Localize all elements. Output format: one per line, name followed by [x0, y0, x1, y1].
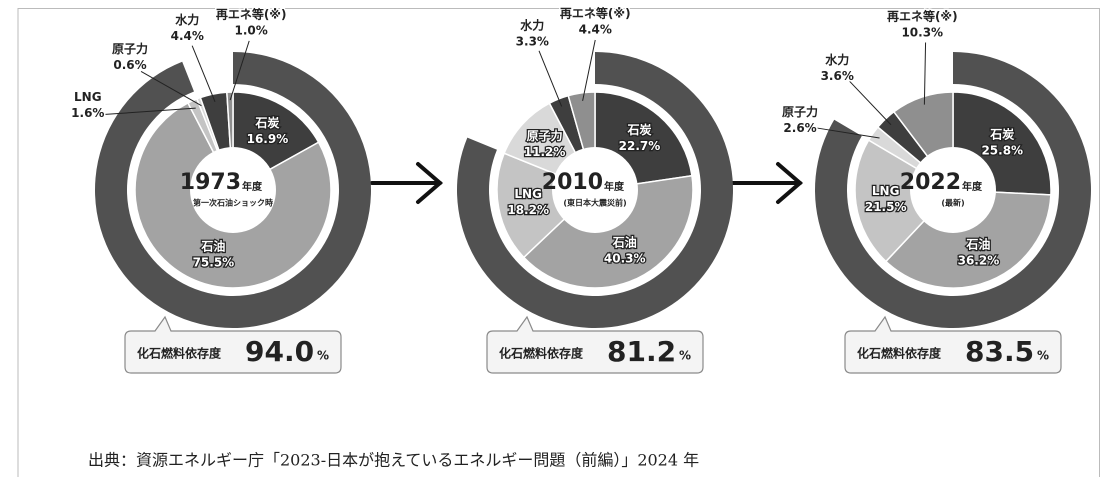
slice-label: 石炭: [989, 127, 1014, 142]
slice-value-label: 2.6%: [783, 121, 816, 135]
leader-line: [582, 39, 596, 101]
leader-line: [849, 80, 892, 126]
year-label: 1973: [180, 170, 241, 195]
slice-value-label: 3.3%: [516, 35, 549, 49]
year-note: (最新): [941, 198, 964, 208]
slice-value-label: 18.2%: [507, 203, 549, 217]
slice-value-label: 36.2%: [958, 254, 1000, 268]
donut-chart: 石炭 25.8% 石油 36.2% LNG 21.5% 原子力 2.6% 水力 3.6% 再エネ等(…: [781, 7, 1091, 374]
leader-line: [191, 45, 216, 103]
slice-value-label: 0.6%: [113, 58, 146, 72]
dependency-unit: %: [679, 349, 691, 363]
dependency-unit: %: [1037, 349, 1049, 363]
leader-line: [816, 127, 880, 139]
slice-label: LNG: [872, 184, 900, 198]
dependency-value: 94.0: [245, 335, 314, 368]
slice-label: 石油: [965, 237, 990, 252]
year-suffix: 年度: [242, 180, 263, 193]
leader-line: [923, 42, 927, 105]
center-hole: [552, 147, 638, 233]
slice-label: 原子力: [782, 104, 818, 119]
donut-chart: 石炭 16.9% 石油 75.5% LNG 1.6% 原子力 0.6% 水力 4.4% 再エネ等(※…: [70, 5, 371, 374]
center-hole: [190, 147, 276, 233]
slice-label: LNG: [74, 90, 102, 104]
dependency-label: 化石燃料依存度: [857, 346, 942, 361]
dependency-value: 83.5: [965, 335, 1034, 368]
slice-value-label: 22.7%: [619, 139, 661, 153]
leader-line: [538, 50, 563, 107]
slice-label: 水力: [175, 12, 199, 27]
year-suffix: 年度: [962, 180, 983, 193]
slice-value-label: 25.8%: [981, 144, 1023, 158]
dependency-value: 81.2: [607, 335, 676, 368]
pie-slice: [854, 139, 955, 263]
dependency-label: 化石燃料依存度: [499, 346, 584, 361]
slice-value-label: 3.6%: [821, 69, 854, 83]
slice-label: 石油: [612, 235, 637, 250]
pie-slice: [522, 174, 694, 289]
leader-line: [103, 107, 196, 116]
slice-label: 再エネ等(※): [216, 6, 287, 21]
slice-label: LNG: [514, 187, 542, 201]
slice-label: 原子力: [112, 41, 148, 56]
dependency-label: 化石燃料依存度: [137, 346, 222, 361]
slice-value-label: 11.2%: [524, 145, 566, 159]
year-note: 第一次石油ショック時: [193, 198, 273, 208]
frame: [17, 8, 1100, 477]
pie-slice: [496, 152, 597, 259]
slice-label: 石炭: [626, 122, 651, 137]
slice-value-label: 1.6%: [71, 106, 104, 120]
slice-label: 再エネ等(※): [560, 6, 631, 21]
arrow: [370, 162, 444, 204]
pie-slice: [884, 189, 1052, 289]
donut-chart: 石炭 22.7% 石油 40.3% LNG 18.2% 原子力 11.2% 水力 3.3% 再エネ等…: [456, 4, 733, 374]
slice-value-label: 4.4%: [171, 29, 204, 43]
slice-value-label: 16.9%: [247, 132, 289, 146]
slice-value-label: 1.0%: [235, 23, 268, 37]
center-hole: [910, 147, 996, 233]
slice-label: 石油: [200, 239, 225, 254]
arrow: [730, 162, 804, 204]
slice-label: 石炭: [254, 115, 279, 130]
leader-line: [229, 40, 250, 101]
callout-box: [124, 315, 342, 374]
slice-label: 水力: [520, 18, 544, 33]
callout-box: [844, 315, 1062, 374]
slice-value-label: 75.5%: [193, 256, 235, 270]
source-note: 出典：資源エネルギー庁「2023-日本が抱えているエネルギー問題（前編）」202…: [88, 451, 699, 470]
slice-label: 原子力: [527, 128, 563, 143]
leader-line: [140, 71, 202, 107]
dependency-unit: %: [317, 349, 329, 363]
slice-label: 再エネ等(※): [887, 8, 958, 23]
slice-value-label: 40.3%: [604, 252, 646, 266]
slice-value-label: 4.4%: [579, 23, 612, 37]
year-label: 2010: [542, 170, 603, 195]
year-note: (東日本大震災前): [563, 198, 626, 208]
slice-value-label: 21.5%: [865, 200, 907, 214]
year-label: 2022: [900, 170, 961, 195]
year-suffix: 年度: [604, 180, 625, 193]
slice-label: 水力: [825, 52, 849, 67]
callout-box: [486, 315, 704, 374]
slice-value-label: 10.3%: [901, 25, 943, 39]
